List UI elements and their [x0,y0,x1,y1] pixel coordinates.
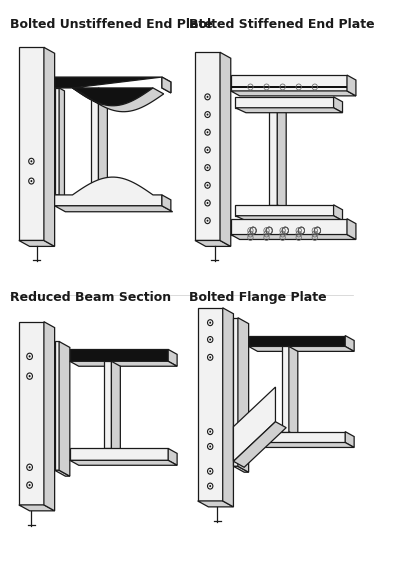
Polygon shape [19,321,44,505]
Polygon shape [249,336,345,346]
Polygon shape [289,346,298,437]
Polygon shape [19,241,55,246]
Polygon shape [231,234,356,239]
Circle shape [206,220,208,222]
Polygon shape [282,346,289,432]
Polygon shape [104,361,112,448]
Polygon shape [91,88,98,195]
Polygon shape [277,108,286,210]
Polygon shape [234,466,249,472]
Circle shape [209,485,211,487]
Polygon shape [19,505,55,511]
Circle shape [28,484,31,486]
Polygon shape [347,75,356,96]
Polygon shape [55,88,59,195]
Polygon shape [70,350,168,361]
Polygon shape [162,77,171,93]
Polygon shape [55,177,162,206]
Circle shape [209,356,211,358]
Polygon shape [112,361,120,454]
Circle shape [209,445,211,448]
Circle shape [209,339,211,340]
Circle shape [28,375,31,377]
Circle shape [206,167,208,168]
Polygon shape [249,443,354,447]
Polygon shape [55,470,70,476]
Polygon shape [70,361,177,366]
Polygon shape [195,241,231,246]
Circle shape [209,470,211,472]
Text: Reduced Beam Section: Reduced Beam Section [10,291,171,304]
Circle shape [206,131,208,133]
Text: Bolted Flange Plate: Bolted Flange Plate [189,291,326,304]
Polygon shape [162,77,171,93]
Circle shape [206,96,208,98]
Polygon shape [235,216,342,220]
Polygon shape [162,195,171,211]
Polygon shape [269,108,277,205]
Polygon shape [195,53,220,241]
Polygon shape [55,342,59,470]
Polygon shape [19,47,44,241]
Polygon shape [334,205,342,220]
Polygon shape [235,108,342,113]
Circle shape [206,149,208,151]
Polygon shape [70,448,168,460]
Polygon shape [98,88,107,200]
Polygon shape [223,308,234,507]
Polygon shape [55,206,173,212]
Polygon shape [70,460,177,465]
Polygon shape [44,47,55,246]
Polygon shape [231,219,347,234]
Polygon shape [198,501,234,507]
Polygon shape [72,88,164,112]
Circle shape [28,466,31,469]
Text: Bolted Stiffened End Plate: Bolted Stiffened End Plate [189,17,374,31]
Circle shape [206,114,208,115]
Polygon shape [345,336,354,351]
Polygon shape [238,318,249,472]
Polygon shape [55,77,162,106]
Polygon shape [234,387,276,462]
Polygon shape [198,308,223,501]
Polygon shape [231,75,347,91]
Circle shape [209,430,211,433]
Polygon shape [231,91,356,96]
Polygon shape [334,97,342,113]
Polygon shape [220,53,231,246]
Polygon shape [249,432,345,443]
Polygon shape [235,97,334,108]
Circle shape [30,160,32,162]
Polygon shape [249,346,354,351]
Polygon shape [44,321,55,511]
Polygon shape [55,195,64,198]
Polygon shape [59,88,64,198]
Polygon shape [235,205,334,216]
Circle shape [206,184,208,186]
Circle shape [206,202,208,204]
Polygon shape [347,219,356,239]
Circle shape [28,355,31,357]
Polygon shape [168,350,177,366]
Polygon shape [234,422,286,467]
Circle shape [209,321,211,324]
Circle shape [30,180,32,182]
Polygon shape [168,448,177,465]
Polygon shape [234,318,238,466]
Text: Bolted Unstiffened End Plate: Bolted Unstiffened End Plate [10,17,213,31]
Polygon shape [59,342,70,476]
Polygon shape [231,86,347,88]
Polygon shape [345,432,354,447]
